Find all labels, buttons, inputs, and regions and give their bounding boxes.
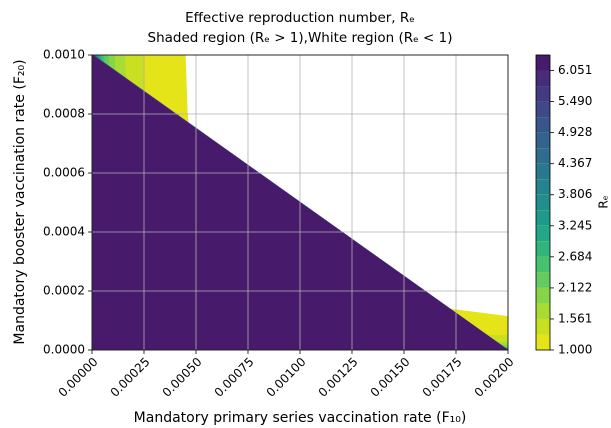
x-tick-label: 0.00025 xyxy=(108,355,153,400)
x-tick-label: 0.00150 xyxy=(368,355,413,400)
colorbar-band xyxy=(536,101,550,118)
y-tick-label: 0.0004 xyxy=(43,225,85,239)
colorbar-tick-label: 4.928 xyxy=(558,125,592,139)
colorbar-band xyxy=(536,241,550,257)
x-tick-label: 0.00175 xyxy=(420,355,465,400)
colorbar-band xyxy=(536,303,550,319)
colorbar-band xyxy=(536,194,550,211)
colorbar-tick-label: 3.806 xyxy=(558,187,592,201)
x-tick-label: 0.00075 xyxy=(212,355,257,400)
x-axis-label: Mandatory primary series vaccination rat… xyxy=(134,410,467,426)
colorbar-band xyxy=(536,179,550,195)
colorbar-band xyxy=(536,287,550,304)
x-tick-label: 0.00000 xyxy=(56,355,101,400)
colorbar-band xyxy=(536,163,550,180)
colorbar-frame xyxy=(535,54,551,351)
y-tick-label: 0.0010 xyxy=(43,48,85,62)
x-tick-label: 0.00125 xyxy=(316,355,361,400)
colorbar-tick-label: 3.245 xyxy=(558,218,592,232)
colorbar-band xyxy=(536,256,550,273)
x-tick-label: 0.00200 xyxy=(472,355,517,400)
colorbar-tick-label: 4.367 xyxy=(558,156,592,170)
chart-subtitle: Shaded region (Rₑ > 1),White region (Rₑ … xyxy=(148,30,453,46)
colorbar-band xyxy=(536,210,550,226)
colorbar-band xyxy=(536,148,550,164)
colorbar-label: Rₑ xyxy=(597,195,611,208)
colorbar-tick-label: 1.561 xyxy=(558,311,592,325)
colorbar-band xyxy=(536,318,550,335)
colorbar-band xyxy=(536,225,550,242)
y-tick-label: 0.0008 xyxy=(43,107,85,121)
colorbar-band xyxy=(536,86,550,102)
colorbar-tick-label: 2.122 xyxy=(558,280,592,294)
colorbar-band xyxy=(536,55,550,71)
x-tick-label: 0.00100 xyxy=(264,355,309,400)
colorbar-tick-label: 5.490 xyxy=(558,94,592,108)
y-tick-label: 0.0006 xyxy=(43,166,85,180)
colorbar-tick-label: 1.000 xyxy=(558,343,592,357)
colorbar-band xyxy=(536,132,550,149)
y-tick-label: 0.0002 xyxy=(43,284,85,298)
colorbar-band xyxy=(536,117,550,133)
y-axis-label: Mandatory booster vaccination rate (F₂₀) xyxy=(12,59,28,344)
colorbar-tick-label: 2.684 xyxy=(558,249,592,263)
y-tick-label: 0.0000 xyxy=(43,343,85,357)
x-tick-label: 0.00050 xyxy=(160,355,205,400)
colorbar-band xyxy=(536,334,550,350)
plot-frame xyxy=(91,54,509,351)
colorbar-band xyxy=(536,70,550,87)
colorbar-band xyxy=(536,272,550,288)
colorbar-tick-label: 6.051 xyxy=(558,63,592,77)
chart-title: Effective reproduction number, Rₑ xyxy=(185,10,415,26)
